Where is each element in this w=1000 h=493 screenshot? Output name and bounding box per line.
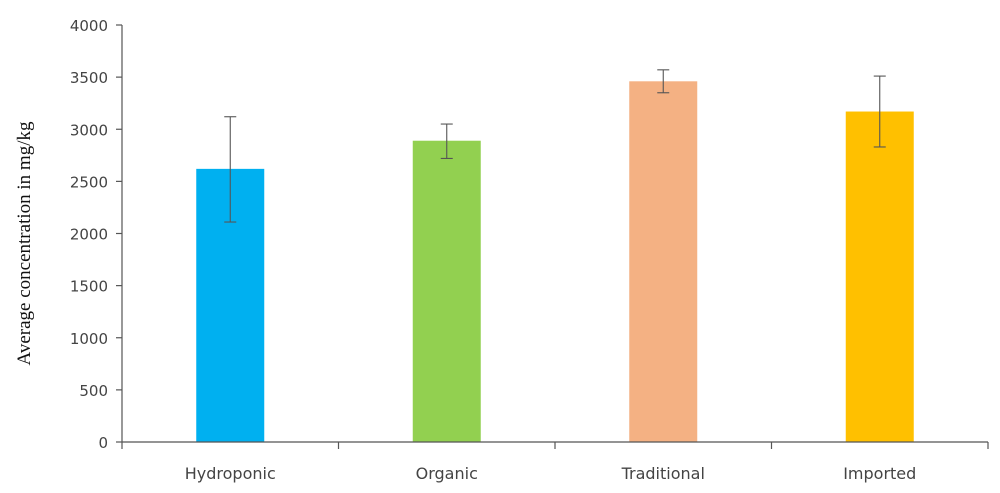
y-tick-label: 2500 (70, 173, 108, 191)
bar-imported (845, 111, 914, 442)
error-bar (873, 75, 886, 148)
y-tick-label: 1500 (70, 278, 108, 296)
y-axis-ticks: 0 500 1000 1500 2000 2500 3000 3500 4000 (70, 17, 122, 452)
y-tick-label: 3500 (70, 69, 108, 87)
x-tick-label: Imported (843, 464, 916, 483)
x-tick-label: Traditional (621, 464, 705, 483)
error-bar (657, 69, 670, 94)
x-tick-label: Organic (416, 464, 478, 483)
error-bar (440, 123, 453, 159)
y-tick-label: 0 (98, 434, 108, 452)
x-axis-labels: Hydroponic Organic Traditional Imported (185, 464, 917, 483)
bar-organic (412, 140, 481, 442)
y-tick-label: 1000 (70, 330, 108, 348)
y-axis-label: Average concentration in mg/kg (14, 121, 35, 365)
error-bar (224, 116, 237, 223)
y-tick-label: 2000 (70, 226, 108, 244)
error-bars (224, 69, 886, 223)
bar-traditional (629, 81, 698, 443)
x-tick-label: Hydroponic (185, 464, 276, 483)
y-tick-label: 500 (79, 382, 108, 400)
x-axis-ticks (121, 442, 989, 449)
bars (196, 81, 914, 443)
y-tick-label: 4000 (70, 17, 108, 35)
y-tick-label: 3000 (70, 121, 108, 139)
